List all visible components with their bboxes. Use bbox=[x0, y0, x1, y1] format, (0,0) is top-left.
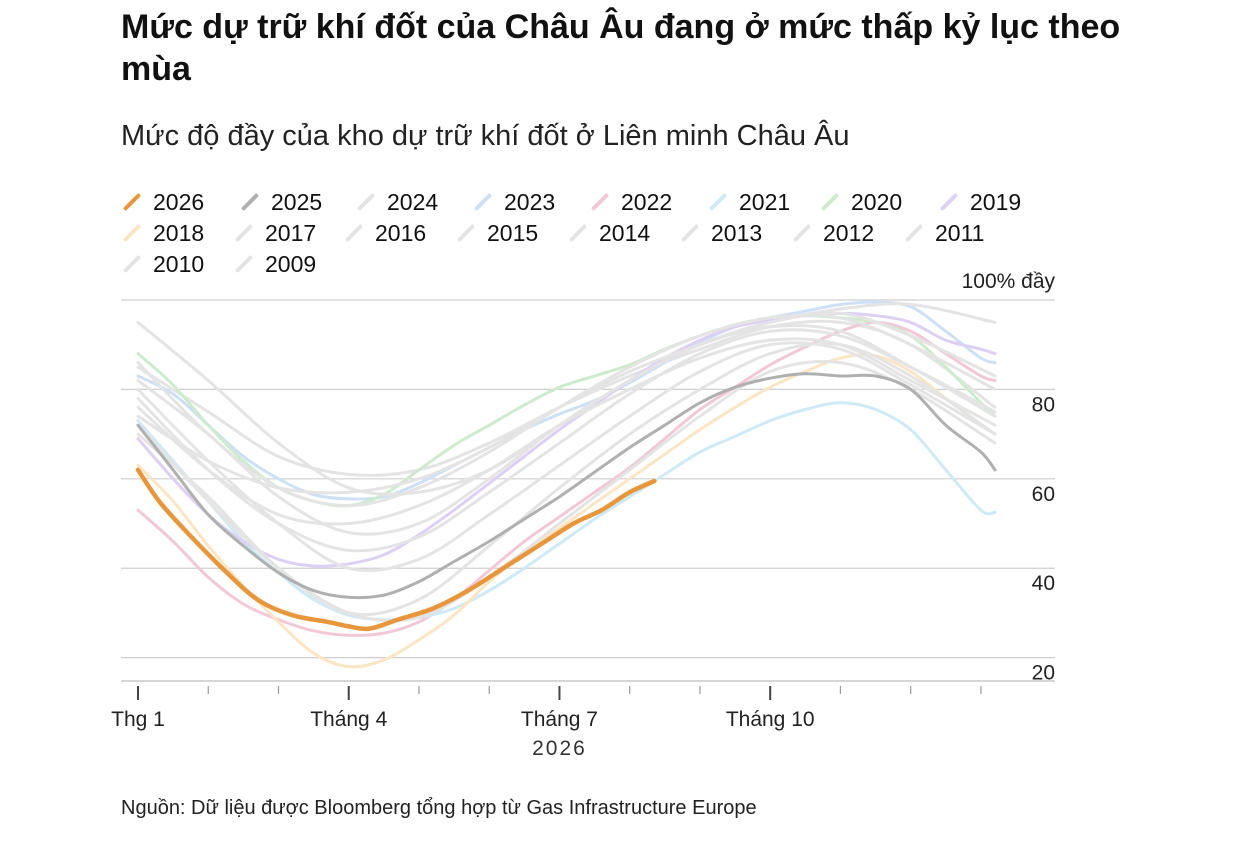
legend-label: 2009 bbox=[265, 250, 317, 277]
legend-label: 2024 bbox=[387, 188, 439, 215]
series-line-2013 bbox=[136, 359, 997, 623]
series-layer bbox=[135, 300, 997, 669]
legend-label: 2025 bbox=[271, 188, 323, 215]
legend-item-2023: 2023 bbox=[472, 187, 555, 217]
y-tick-label: 80 bbox=[1032, 393, 1055, 416]
series-line-2025 bbox=[136, 372, 997, 600]
series-line-2011 bbox=[136, 337, 997, 526]
legend-item-2019: 2019 bbox=[938, 187, 1021, 217]
legend-label: 2016 bbox=[375, 219, 427, 246]
legend-label: 2013 bbox=[711, 219, 763, 246]
axis-layer: 20 40 60 80 100% đầy Thg 1 Tháng 4 Tháng 7 Tháng… bbox=[111, 270, 1055, 760]
legend-item-2010: 2010 bbox=[121, 249, 204, 279]
legend-label: 2011 bbox=[935, 219, 985, 246]
x-tick-label: Tháng 4 bbox=[310, 708, 387, 731]
legend-item-2020: 2020 bbox=[819, 187, 902, 217]
legend-item-2017: 2017 bbox=[233, 218, 316, 248]
source-note: Nguồn: Dữ liệu được Bloomberg tổng hợp t… bbox=[121, 797, 757, 819]
legend-label: 2017 bbox=[265, 219, 317, 246]
legend-item-2016: 2016 bbox=[343, 218, 426, 248]
legend-label: 2026 bbox=[153, 188, 205, 215]
series-line-2026 bbox=[135, 467, 657, 632]
series-line-2009 bbox=[136, 302, 997, 495]
legend-label: 2020 bbox=[851, 188, 903, 215]
legend-item-2022: 2022 bbox=[589, 187, 672, 217]
legend-label: 2019 bbox=[970, 188, 1022, 215]
legend-label: 2015 bbox=[487, 219, 539, 246]
legend-item-2015: 2015 bbox=[455, 218, 538, 248]
x-tick-label: Tháng 7 bbox=[521, 708, 598, 731]
legend-item-2011: 2011 bbox=[903, 218, 984, 248]
x-tick-label: Tháng 10 bbox=[726, 708, 815, 731]
y-tick-label: 60 bbox=[1032, 483, 1055, 506]
legend-item-2013: 2013 bbox=[679, 218, 762, 248]
series-line-2023 bbox=[136, 300, 997, 501]
y-tick-label: 100% đầy bbox=[962, 270, 1056, 293]
legend-item-2018: 2018 bbox=[121, 218, 204, 248]
legend-item-2024: 2024 bbox=[355, 187, 438, 217]
legend-label: 2010 bbox=[153, 250, 205, 277]
y-tick-label: 40 bbox=[1032, 572, 1055, 595]
chart-subtitle: Mức độ đầy của kho dự trữ khí đốt ở Liên… bbox=[121, 120, 850, 152]
chart-title: Mức dự trữ khí đốt của Châu Âu đang ở mứ… bbox=[121, 8, 1121, 88]
x-axis-year-label: 2026 bbox=[532, 737, 587, 760]
series-line-2015 bbox=[136, 341, 997, 573]
legend-item-2012: 2012 bbox=[791, 218, 874, 248]
legend-label: 2012 bbox=[823, 219, 875, 246]
y-tick-label: 20 bbox=[1032, 662, 1055, 685]
legend-item-2021: 2021 bbox=[707, 187, 790, 217]
x-tick-label: Thg 1 bbox=[111, 708, 165, 731]
legend-item-2026: 2026 bbox=[121, 187, 204, 217]
legend-item-2014: 2014 bbox=[567, 218, 650, 248]
legend-label: 2021 bbox=[739, 188, 791, 215]
legend-item-2025: 2025 bbox=[239, 187, 322, 217]
legend-label: 2014 bbox=[599, 219, 651, 246]
legend-label: 2018 bbox=[153, 219, 205, 246]
legend-item-2009: 2009 bbox=[233, 249, 316, 279]
legend-label: 2023 bbox=[504, 188, 556, 215]
legend-label: 2022 bbox=[621, 188, 673, 215]
